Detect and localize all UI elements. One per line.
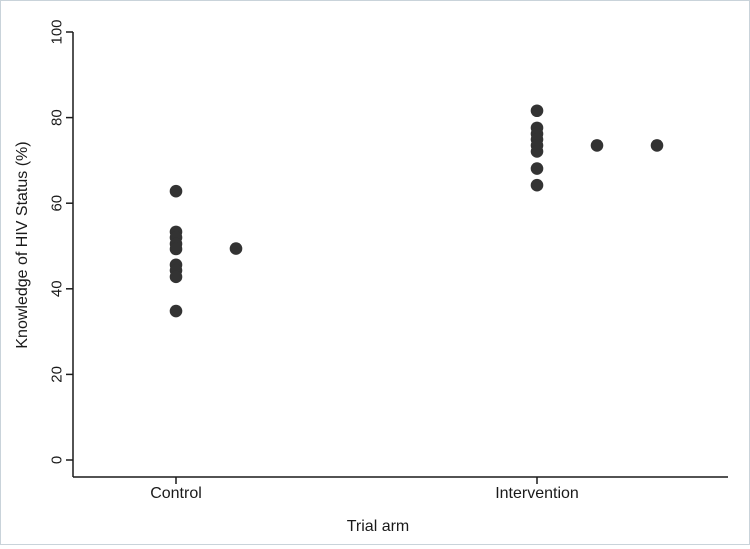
y-tick-label: 100	[48, 19, 65, 44]
data-point	[169, 304, 183, 318]
data-point	[650, 139, 664, 152]
y-tick-label: 20	[48, 366, 65, 383]
y-tick-label: 0	[48, 456, 65, 464]
data-point	[590, 139, 604, 152]
data-point	[169, 184, 183, 198]
y-tick-label: 80	[48, 109, 65, 126]
x-ticks: Control Intervention	[150, 477, 579, 502]
data-point	[530, 178, 544, 192]
y-tick-label: 40	[48, 280, 65, 297]
x-tick-label: Intervention	[495, 485, 579, 502]
x-tick-label: Control	[150, 485, 202, 502]
y-axis-label: Knowledge of HIV Status (%)	[14, 141, 31, 348]
data-point	[169, 242, 183, 256]
data-point	[169, 270, 183, 284]
x-axis-label: Trial arm	[347, 518, 410, 535]
axes	[72, 32, 728, 478]
data-points	[169, 104, 664, 318]
data-point	[229, 242, 243, 255]
y-tick-label: 60	[48, 195, 65, 212]
data-point	[530, 145, 544, 158]
y-ticks: 0 20 40 60 80 100	[48, 19, 73, 464]
data-point	[530, 162, 544, 175]
data-point	[530, 104, 544, 118]
